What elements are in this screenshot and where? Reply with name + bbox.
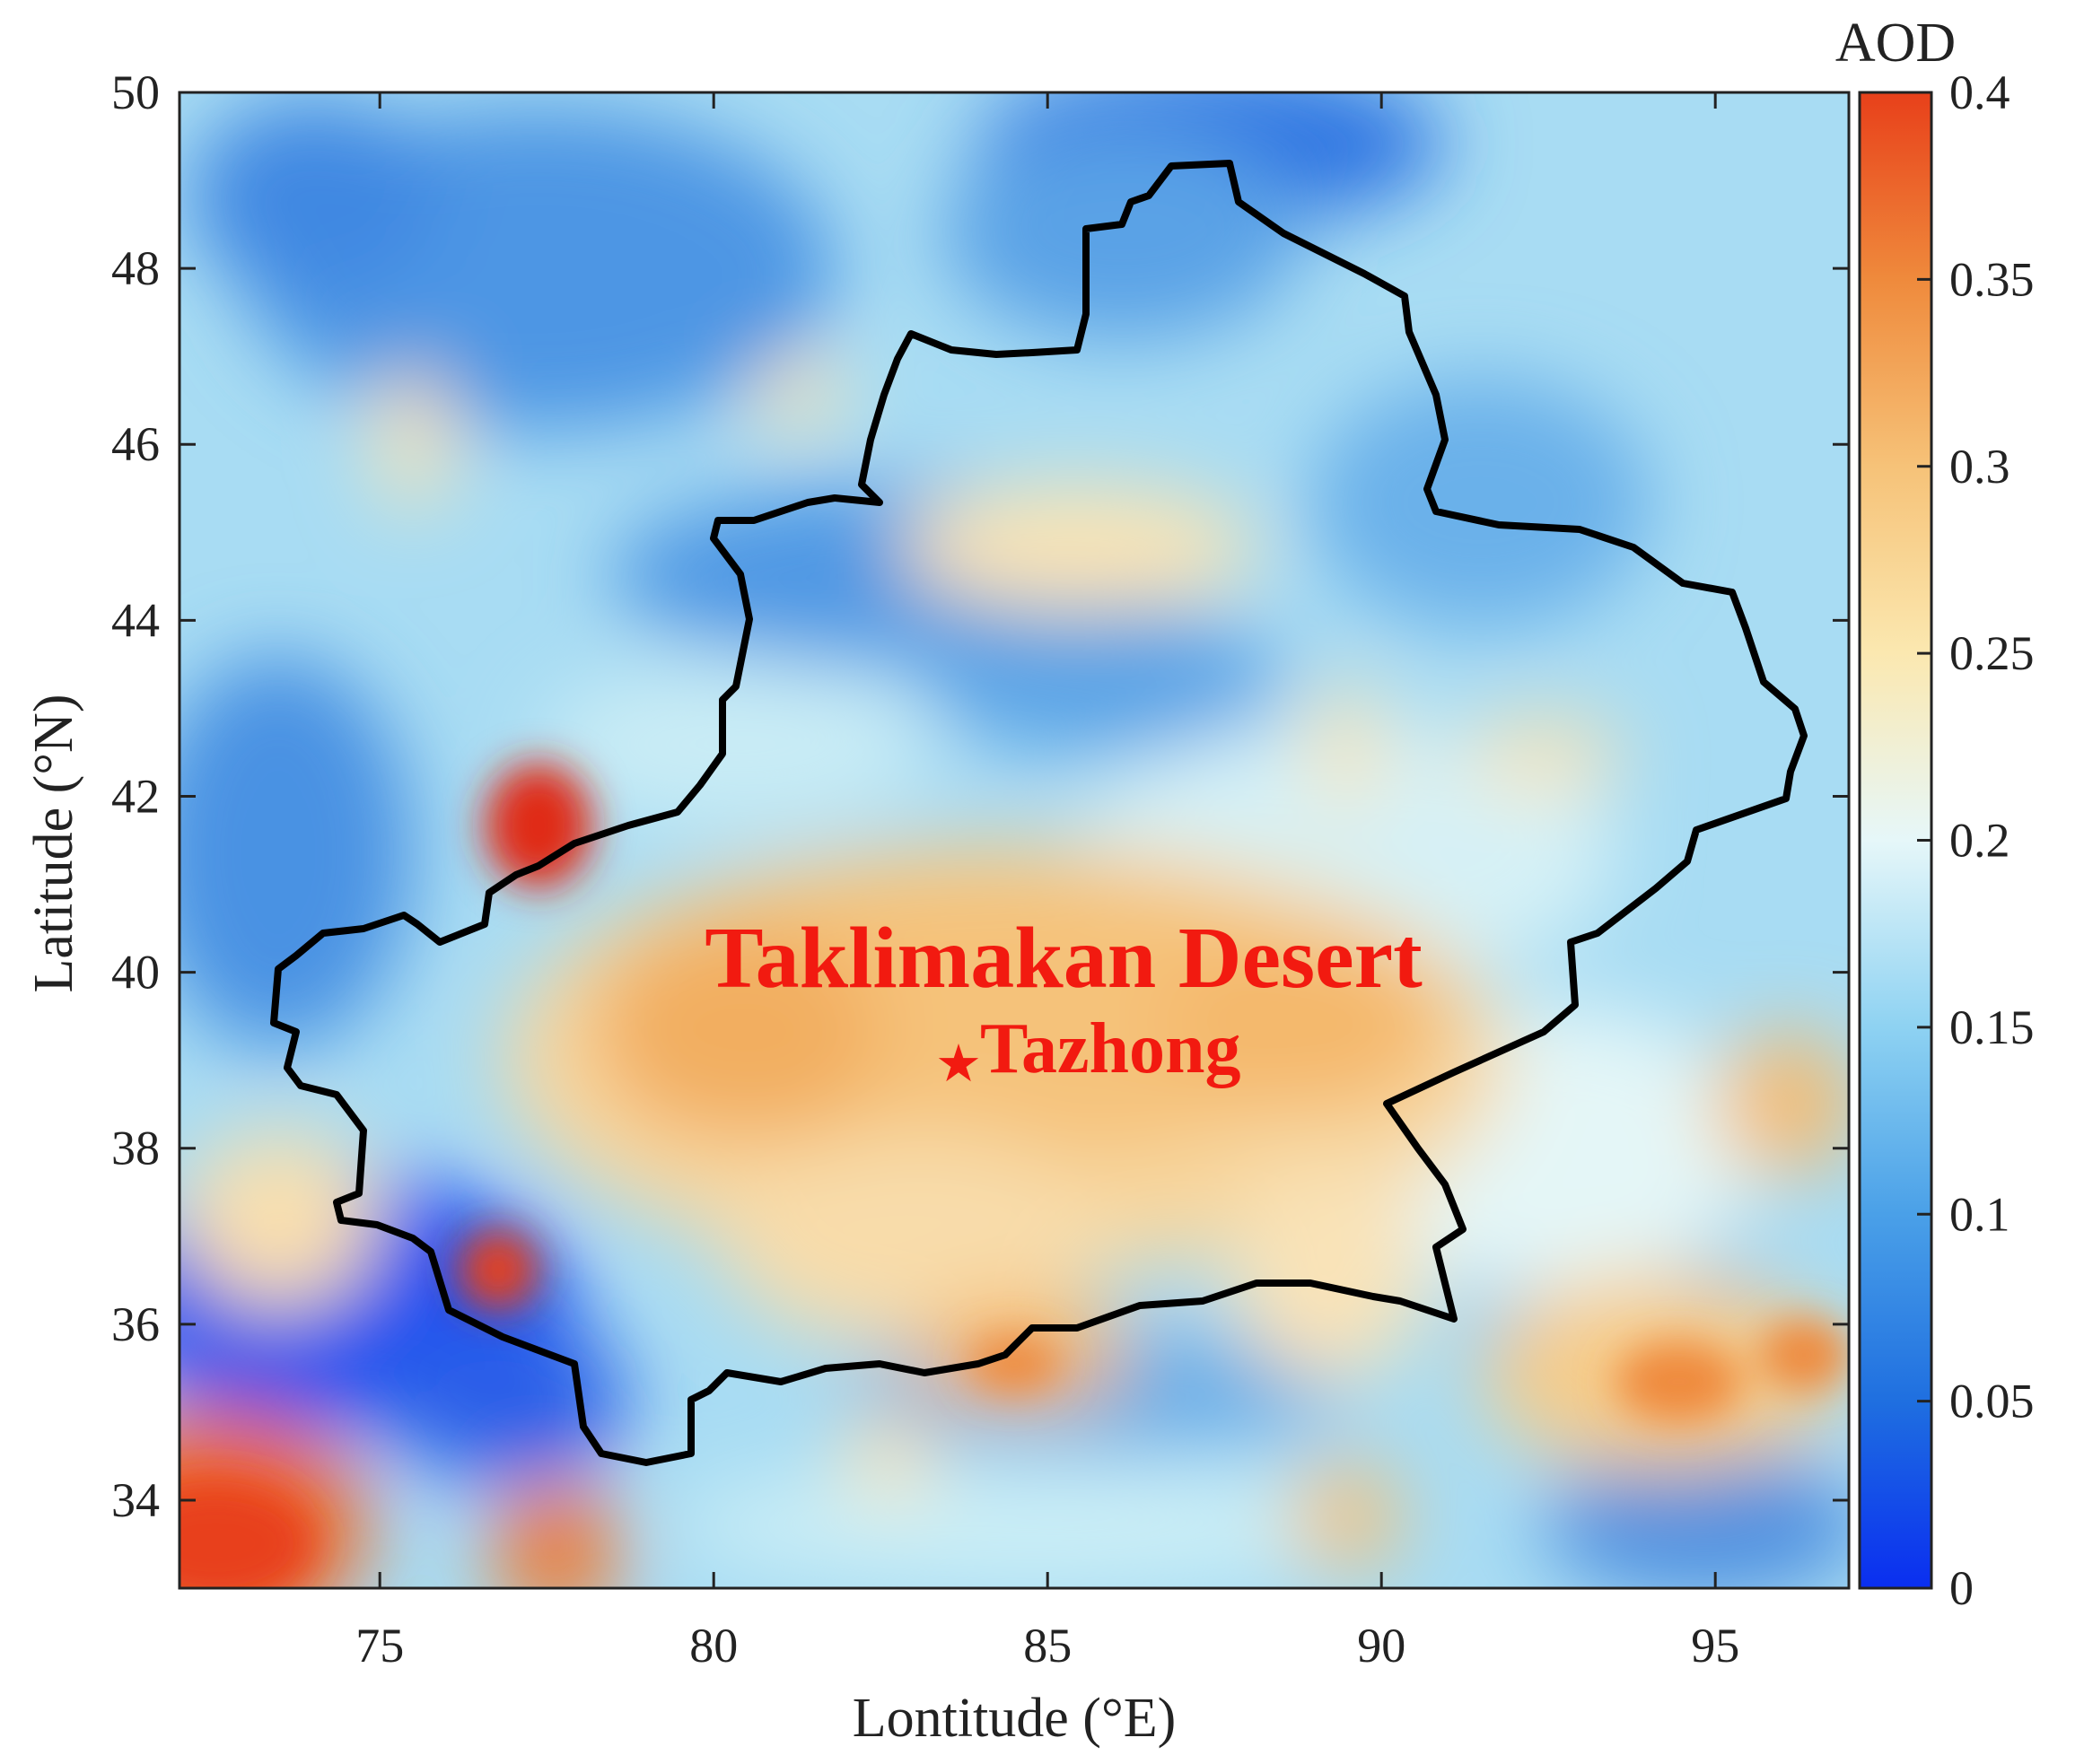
x-tick-label: 75 [355, 1619, 404, 1672]
colorbar-tick-label: 0.35 [1949, 252, 2035, 306]
y-tick-label: 34 [111, 1473, 160, 1527]
x-tick-label: 80 [689, 1619, 738, 1672]
colorbar-tick-label: 0.3 [1949, 440, 2010, 493]
colorbar-tick-label: 0.4 [1949, 65, 2010, 119]
y-tick-label: 42 [111, 769, 160, 823]
plot-frame [178, 91, 1851, 1590]
colorbar-title: AOD [1835, 13, 1956, 74]
x-tick-label: 85 [1023, 1619, 1072, 1672]
y-tick-label: 36 [111, 1297, 160, 1351]
x-axis-ticks: 75 80 85 90 95 [355, 92, 1739, 1672]
region-boundary [270, 160, 1808, 1466]
y-tick-label: 38 [111, 1122, 160, 1175]
y-tick-label: 46 [111, 417, 160, 471]
x-tick-label: 95 [1691, 1619, 1739, 1672]
colorbar-tick-label: 0.15 [1949, 1000, 2035, 1054]
aod-heatmap [180, 92, 1849, 1588]
x-axis-label: Lontitude (°E) [853, 1688, 1177, 1749]
colorbar-tick-label: 0.25 [1949, 626, 2035, 680]
colorbar-tick-label: 0.1 [1949, 1187, 2010, 1241]
colorbar-ticks: 0 0.05 0.1 0.15 0.2 0.25 0.3 0.35 0.4 [1917, 65, 2035, 1615]
x-tick-label: 90 [1357, 1619, 1405, 1672]
colorbar-tick-label: 0 [1949, 1561, 1974, 1615]
y-tick-label: 48 [111, 241, 160, 295]
y-axis-ticks: 34 36 38 40 42 44 46 48 50 [111, 65, 1849, 1527]
colorbar-tick-label: 0.2 [1949, 814, 2010, 868]
y-axis-label: Latitude (°N) [23, 694, 84, 993]
region-label-taklimakan: Taklimakan Desert [705, 910, 1423, 1007]
y-tick-label: 40 [111, 946, 160, 1000]
colorbar-tick-label: 0.05 [1949, 1375, 2035, 1428]
station-label-tazhong: Tazhong [980, 1009, 1241, 1088]
station-star-icon: ★ [935, 1035, 982, 1093]
y-tick-label: 50 [111, 65, 160, 119]
y-tick-label: 44 [111, 593, 160, 647]
